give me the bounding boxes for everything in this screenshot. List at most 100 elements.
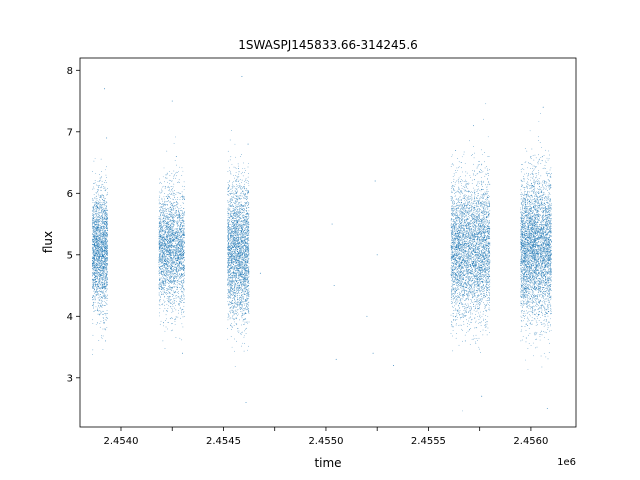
- data-point: [162, 206, 163, 208]
- data-point: [183, 198, 185, 199]
- data-point: [169, 265, 171, 266]
- data-point: [177, 273, 178, 274]
- data-point: [100, 312, 101, 314]
- data-point: [162, 203, 163, 205]
- data-point: [159, 308, 161, 309]
- data-point: [163, 196, 165, 198]
- data-point: [181, 175, 183, 176]
- data-point: [102, 223, 103, 224]
- data-point: [94, 244, 96, 245]
- data-point: [106, 234, 108, 235]
- data-point: [99, 257, 100, 259]
- data-point: [167, 251, 169, 252]
- data-point: [169, 287, 170, 289]
- data-point: [173, 170, 175, 172]
- data-point: [98, 227, 100, 228]
- data-point: [93, 263, 95, 264]
- data-point: [172, 213, 174, 215]
- data-point: [174, 321, 176, 322]
- data-point: [93, 222, 94, 223]
- data-point: [234, 274, 236, 276]
- data-point: [101, 225, 103, 227]
- data-point: [164, 348, 166, 349]
- data-point: [176, 292, 178, 294]
- data-point: [162, 242, 164, 244]
- data-point: [105, 219, 107, 220]
- data-point: [165, 258, 166, 260]
- data-point: [167, 241, 168, 242]
- data-point: [161, 280, 163, 282]
- data-point: [105, 234, 107, 235]
- data-point: [183, 296, 185, 298]
- data-point: [94, 230, 96, 232]
- data-point: [163, 263, 165, 265]
- data-point: [182, 243, 184, 244]
- data-point: [167, 296, 168, 297]
- data-point: [172, 245, 174, 247]
- data-point: [158, 222, 160, 223]
- data-point: [96, 242, 98, 244]
- data-point: [103, 292, 105, 294]
- data-point: [181, 245, 182, 246]
- data-point: [102, 262, 104, 263]
- data-point: [181, 259, 183, 260]
- data-point: [181, 249, 183, 250]
- data-point: [102, 276, 104, 278]
- data-point: [96, 278, 97, 279]
- data-point: [178, 208, 179, 210]
- data-point: [176, 274, 177, 276]
- data-point: [176, 284, 178, 286]
- data-point: [180, 276, 181, 277]
- data-point: [162, 262, 164, 264]
- data-point: [175, 252, 177, 253]
- data-point: [160, 272, 162, 273]
- data-point: [165, 224, 167, 226]
- data-point: [183, 312, 184, 313]
- data-point: [172, 236, 174, 238]
- data-point: [100, 225, 102, 227]
- data-point: [168, 196, 170, 197]
- data-point: [96, 223, 98, 225]
- data-point: [176, 278, 178, 279]
- data-point: [103, 321, 104, 323]
- data-point: [179, 284, 181, 285]
- data-point: [102, 246, 104, 248]
- data-point: [104, 278, 106, 279]
- data-point: [102, 314, 104, 315]
- data-point: [92, 253, 94, 255]
- data-point: [95, 210, 97, 212]
- data-point: [172, 234, 174, 235]
- data-point: [168, 266, 170, 268]
- data-point: [107, 235, 108, 237]
- data-point: [172, 194, 174, 196]
- data-point: [176, 221, 178, 222]
- data-point: [167, 288, 169, 289]
- data-point: [181, 294, 183, 296]
- data-point: [102, 204, 103, 206]
- data-point: [166, 271, 168, 272]
- data-point: [170, 271, 171, 273]
- data-point: [103, 321, 105, 323]
- data-point: [181, 256, 183, 258]
- data-point: [175, 280, 177, 282]
- data-point: [94, 241, 96, 243]
- data-point: [159, 182, 160, 184]
- data-point: [180, 236, 182, 237]
- data-point: [160, 297, 161, 298]
- data-point: [161, 281, 163, 283]
- data-point: [163, 234, 165, 235]
- data-point: [104, 236, 105, 238]
- data-point: [170, 249, 171, 250]
- data-point: [100, 305, 102, 307]
- data-point: [167, 228, 168, 230]
- data-point: [93, 224, 95, 226]
- data-point: [104, 250, 106, 252]
- data-point: [177, 199, 179, 200]
- data-point: [94, 224, 96, 226]
- data-point: [158, 286, 160, 288]
- data-point: [97, 254, 99, 255]
- data-point: [160, 214, 161, 215]
- data-point: [102, 222, 103, 223]
- data-point: [104, 264, 106, 266]
- data-point: [181, 282, 182, 284]
